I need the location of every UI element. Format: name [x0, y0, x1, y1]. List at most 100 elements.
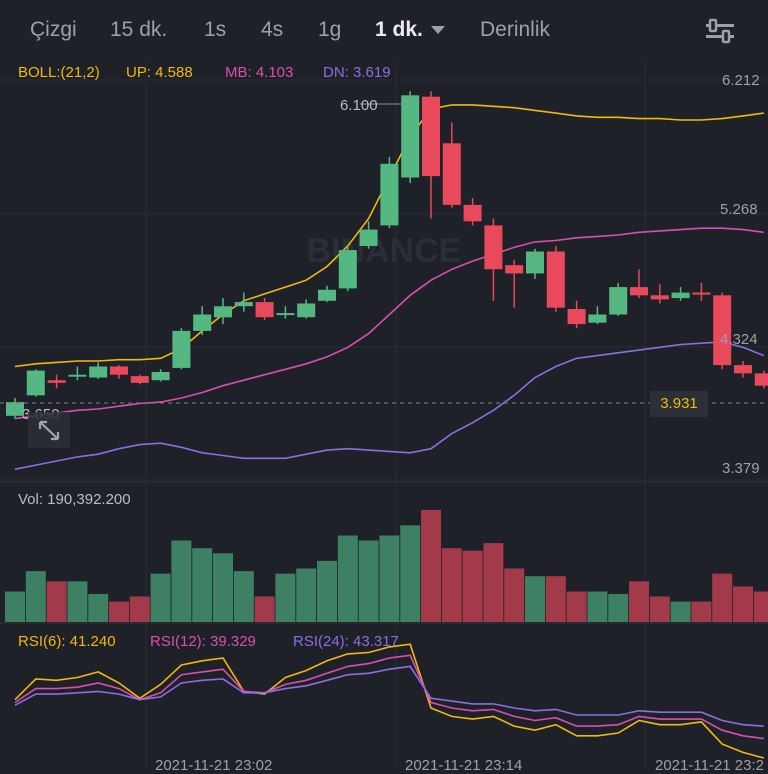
volume-bar — [421, 510, 441, 622]
tab-1m-label: 1 dk. — [375, 18, 423, 41]
tab-4h[interactable]: 4s — [261, 18, 284, 41]
candle-body — [89, 366, 108, 378]
rsi6-value: RSI(6): 41.240 — [18, 633, 116, 650]
volume-bar — [25, 571, 46, 622]
candle-body — [609, 287, 628, 315]
candle-body — [734, 365, 752, 374]
volume-bar — [233, 571, 254, 622]
candle-body — [567, 309, 586, 325]
candle-body — [463, 204, 482, 222]
candle-body — [338, 250, 357, 289]
candle-body — [193, 314, 212, 331]
candle-body — [505, 265, 524, 274]
candle-body — [130, 376, 149, 383]
candle-body — [151, 372, 170, 381]
volume-bar — [296, 568, 317, 622]
candle-body — [442, 143, 461, 205]
candle-body — [6, 402, 24, 416]
volume-bar — [566, 591, 587, 622]
volume-bar — [733, 586, 753, 622]
volume-label: Vol: 190,392.200 — [18, 491, 131, 508]
candle-body — [276, 313, 295, 316]
high-price-marker: 6.100 — [340, 97, 378, 114]
tab-1m-dropdown[interactable]: 1 dk. — [375, 18, 445, 42]
price-axis-label: 5.268 — [720, 201, 758, 218]
candle-body — [359, 229, 378, 246]
candle-body — [380, 163, 399, 226]
boll-mb-value: MB: 4.103 — [225, 64, 294, 81]
candle-body — [26, 370, 45, 396]
volume-bar — [504, 568, 525, 622]
candle-body — [546, 251, 565, 308]
volume-bar — [192, 548, 213, 622]
price-axis-label: 3.379 — [722, 460, 760, 477]
rsi24-line — [14, 665, 764, 727]
volume-bar — [670, 601, 691, 622]
time-axis-label: 2021-11-21 23:2 — [655, 757, 764, 774]
volume-bar — [400, 525, 421, 622]
candle-body — [318, 289, 336, 301]
boll-label: BOLL:(21,2) — [18, 64, 100, 81]
volume-bar — [379, 535, 400, 622]
candle-body — [110, 366, 128, 375]
boll-dn-line — [14, 341, 765, 470]
volume-bar — [317, 560, 337, 622]
candle-body — [484, 225, 503, 270]
time-axis-label: 2021-11-21 23:02 — [155, 757, 273, 774]
volume-bar — [545, 576, 566, 622]
volume-bar — [150, 573, 171, 622]
volume-bar — [691, 601, 712, 622]
volume-bar — [275, 573, 296, 622]
chevron-down-icon — [430, 26, 445, 35]
candle-body — [630, 287, 648, 296]
volume-bar — [46, 581, 67, 622]
volume-bar — [441, 548, 462, 622]
volume-bar — [213, 553, 233, 622]
volume-bar — [67, 581, 88, 622]
volume-bar — [171, 540, 192, 622]
volume-bar — [88, 594, 109, 622]
volume-bar — [483, 543, 504, 622]
volume-bar — [753, 591, 768, 622]
tab-1d[interactable]: 1g — [318, 18, 342, 41]
candle-body — [47, 380, 66, 383]
candle-body — [255, 302, 274, 318]
volume-bar — [129, 596, 150, 622]
candle-body — [422, 96, 440, 177]
expand-icon[interactable] — [28, 412, 70, 448]
candle-body — [68, 374, 87, 377]
candle-body — [297, 303, 316, 318]
current-price-badge: 3.931 — [650, 391, 708, 417]
volume-bar — [5, 591, 25, 622]
watermark: BINANCE — [307, 232, 462, 270]
volume-bar — [712, 573, 733, 622]
candle-body — [588, 314, 607, 323]
candle-body — [214, 306, 232, 318]
candle-body — [650, 295, 669, 300]
time-axis-label: 2021-11-21 23:14 — [405, 757, 523, 774]
boll-dn-value: DN: 3.619 — [323, 64, 391, 81]
volume-bar — [608, 594, 629, 622]
volume-bar — [358, 540, 379, 622]
candle-body — [692, 292, 711, 295]
volume-bar — [649, 596, 670, 622]
volume-bar — [629, 581, 649, 622]
tab-depth[interactable]: Derinlik — [480, 18, 551, 41]
candle-body — [754, 373, 768, 386]
tab-1h[interactable]: 1s — [204, 18, 227, 41]
candle-body — [234, 302, 253, 307]
rsi24-value: RSI(24): 43.317 — [293, 633, 399, 650]
tab-line[interactable]: Çizgi — [30, 18, 77, 41]
volume-bar — [254, 596, 275, 622]
volume-bar — [587, 591, 608, 622]
candle-body — [671, 292, 690, 299]
candle-body — [401, 95, 420, 178]
tab-15m[interactable]: 15 dk. — [110, 18, 168, 41]
rsi6-line — [14, 643, 765, 759]
candle-body — [172, 330, 191, 368]
price-axis-label: 4.324 — [720, 331, 758, 348]
candle-body — [713, 295, 732, 366]
boll-up-value: UP: 4.588 — [126, 64, 193, 81]
sliders-icon[interactable] — [700, 14, 740, 48]
